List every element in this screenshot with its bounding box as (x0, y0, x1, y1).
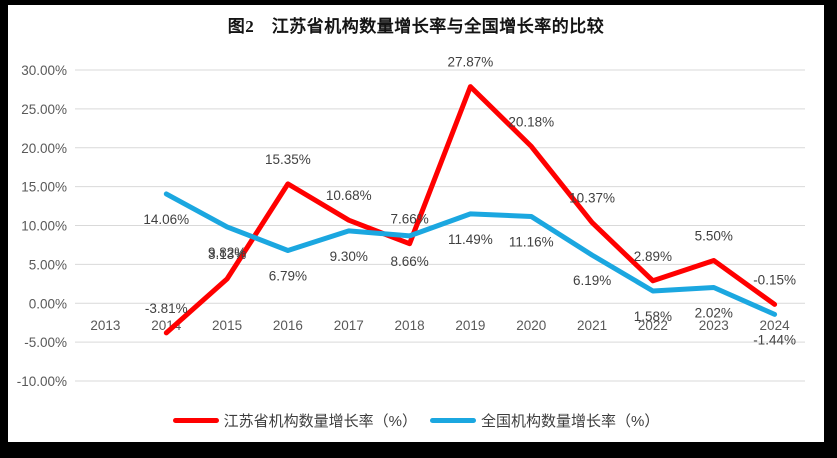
y-axis-tick-label: 25.00% (21, 102, 67, 117)
data-label: 10.68% (326, 188, 372, 203)
legend-item: 江苏省机构数量增长率（%） (172, 410, 417, 431)
data-label: 8.66% (390, 254, 428, 269)
x-axis-year-label: 2017 (334, 318, 364, 333)
data-label: 15.35% (265, 152, 311, 167)
data-label: 5.50% (695, 228, 733, 243)
data-label: 1.58% (634, 309, 672, 324)
data-label: 9.82% (208, 245, 246, 260)
y-axis-tick-label: -10.00% (17, 374, 67, 389)
legend-line-swatch (172, 417, 219, 423)
y-axis-tick-label: 20.00% (21, 141, 67, 156)
y-axis-tick-label: 15.00% (21, 180, 67, 195)
y-axis-tick-label: 10.00% (21, 219, 67, 234)
x-axis-year-label: 2019 (455, 318, 485, 333)
data-label: 7.66% (390, 212, 428, 227)
legend-label: 江苏省机构数量增长率（%） (223, 412, 417, 430)
x-axis-year-label: 2015 (212, 318, 242, 333)
x-axis-year-label: 2013 (90, 318, 120, 333)
data-label: -0.15% (753, 272, 796, 287)
data-label: 9.30% (330, 249, 368, 264)
x-axis-year-label: 2021 (577, 318, 607, 333)
chart-title: 图2 江苏省机构数量增长率与全国增长率的比较 (227, 17, 605, 36)
line-chart: 30.00% 25.00% 20.00% 15.00% 10.00% 5.00% 0.00%… (17, 55, 805, 389)
y-axis-tick-label: 0.00% (29, 296, 67, 311)
data-label: 2.89% (634, 249, 672, 264)
data-label: 20.18% (508, 114, 554, 129)
x-axis-year-label: 2020 (516, 318, 546, 333)
x-axis-year-label: 2024 (760, 318, 791, 333)
x-axis-year-label: 2018 (395, 318, 425, 333)
y-axis-tick-label: 30.00% (21, 63, 67, 78)
legend-line-swatch (430, 417, 476, 423)
data-label: -1.44% (753, 332, 796, 347)
legend-item: 全国机构数量增长率（%） (430, 410, 659, 431)
y-axis-tick-label: -5.00% (24, 335, 67, 350)
data-label: 11.49% (448, 232, 493, 247)
data-label: 6.19% (573, 273, 611, 288)
data-label: 10.37% (569, 191, 615, 206)
chart-legend: 江苏省机构数量增长率（%） 全国机构数量增长率（%） (8, 408, 824, 432)
x-axis-year-label: 2016 (273, 318, 303, 333)
data-label: 27.87% (448, 55, 494, 70)
x-axis-year-label: 2022 (638, 318, 668, 333)
data-label: 14.06% (143, 212, 189, 227)
data-label: -3.81% (145, 301, 188, 316)
y-axis-tick-label: 5.00% (29, 257, 67, 272)
chart-canvas: 图2 江苏省机构数量增长率与全国增长率的比较 30.00% 25.00% 20.00… (8, 5, 824, 442)
legend-label: 全国机构数量增长率（%） (481, 412, 660, 430)
data-label: 2.02% (695, 306, 733, 321)
series-line-0 (163, 84, 778, 336)
x-axis-year-label: 2023 (699, 318, 729, 333)
series-line-1 (163, 191, 778, 317)
data-label: 6.79% (269, 268, 307, 283)
data-label: 3.13% (208, 247, 246, 262)
data-label: 11.16% (509, 234, 554, 249)
